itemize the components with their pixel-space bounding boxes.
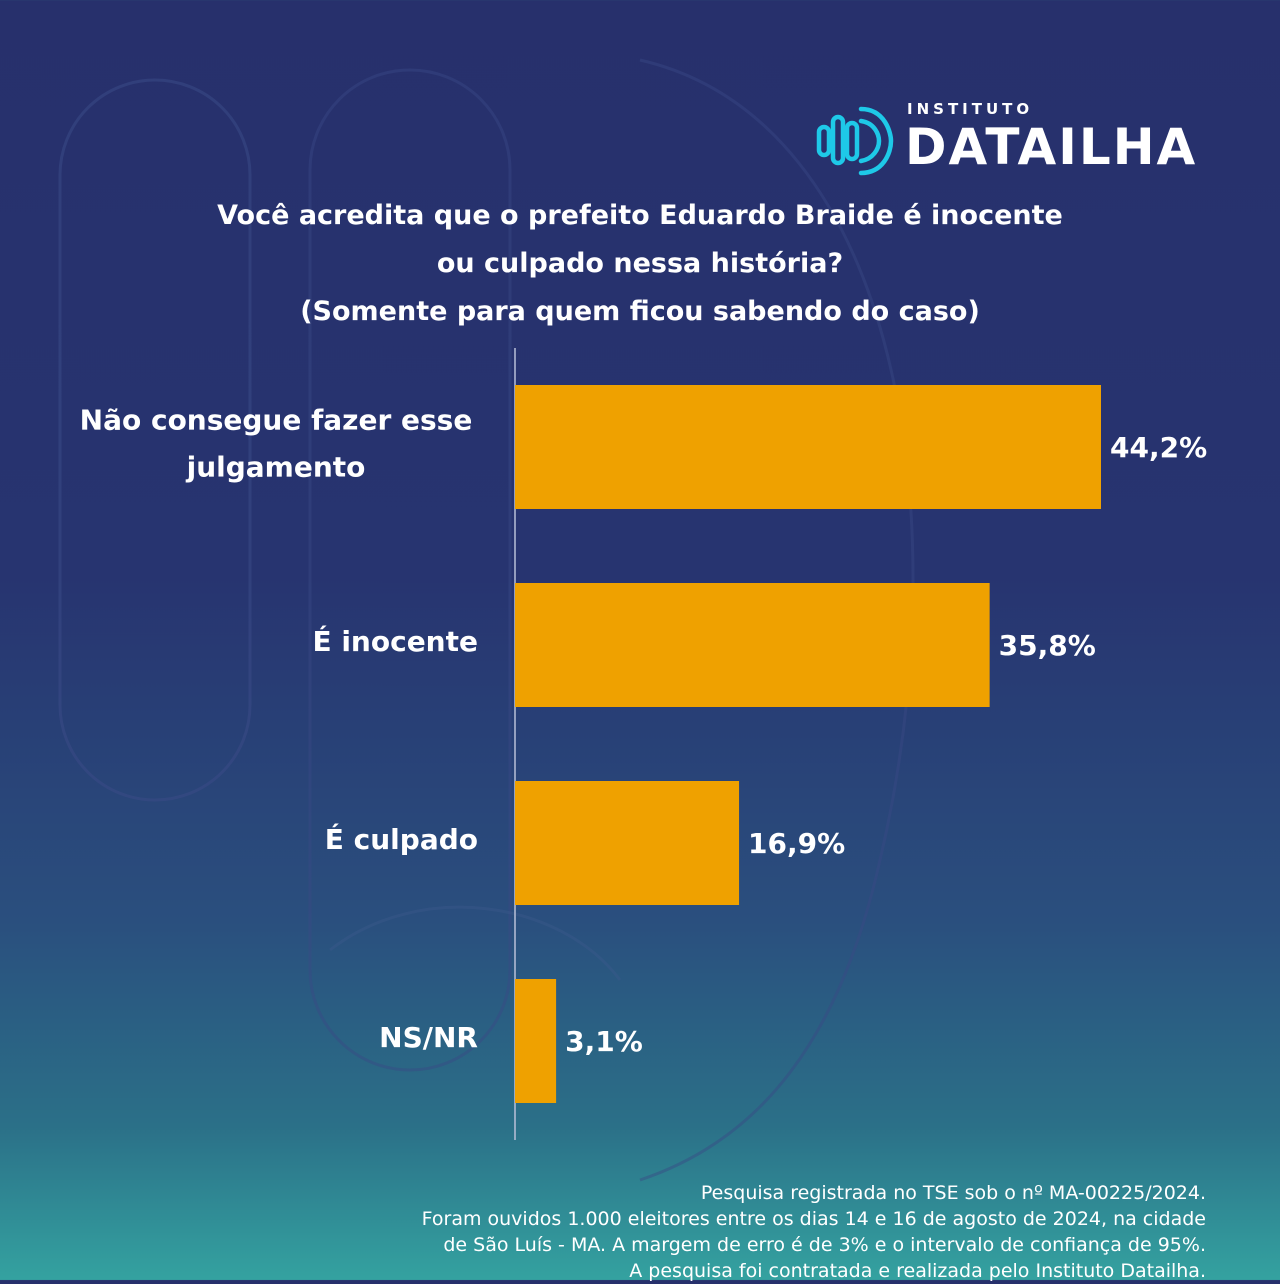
bar-0 — [515, 385, 1101, 509]
bar-2 — [515, 781, 740, 905]
chart-title-line-2: ou culpado nessa história? — [436, 248, 844, 279]
value-label-3: 3,1% — [565, 1025, 643, 1058]
chart-title: Você acredita que o prefeito Eduardo Bra… — [140, 192, 1140, 336]
brand-small-text: INSTITUTO — [907, 100, 1034, 118]
category-label-0-line-1: julgamento — [186, 451, 366, 484]
brand-logo: INSTITUTO DATAILHA — [815, 98, 1225, 183]
value-label-2: 16,9% — [748, 827, 845, 860]
category-label-2-line-0: É culpado — [325, 822, 478, 856]
category-label-0-line-0: Não consegue fazer esse — [80, 404, 473, 437]
value-label-0: 44,2% — [1110, 431, 1207, 464]
brand-name: DATAILHA — [905, 118, 1198, 176]
chart-title-line-1: Você acredita que o prefeito Eduardo Bra… — [217, 200, 1063, 231]
footnote-line-4: A pesquisa foi contratada e realizada pe… — [629, 1260, 1206, 1282]
category-label-3-line-0: NS/NR — [379, 1021, 478, 1054]
category-label-1-line-0: É inocente — [312, 624, 478, 658]
bar-1 — [515, 583, 990, 707]
bar-3 — [515, 979, 557, 1103]
chart-title-line-3: (Somente para quem ficou sabendo do caso… — [300, 296, 980, 327]
footnote-line-1: Pesquisa registrada no TSE sob o nº MA-0… — [700, 1182, 1206, 1204]
footnote-line-3: de São Luís - MA. A margem de erro é de … — [443, 1234, 1206, 1256]
value-label-1: 35,8% — [999, 629, 1096, 662]
footnote-line-2: Foram ouvidos 1.000 eleitores entre os d… — [421, 1208, 1206, 1230]
methodology-footnote: Pesquisa registrada no TSE sob o nº MA-0… — [306, 1180, 1206, 1284]
sound-wave-logo-icon — [816, 106, 894, 176]
